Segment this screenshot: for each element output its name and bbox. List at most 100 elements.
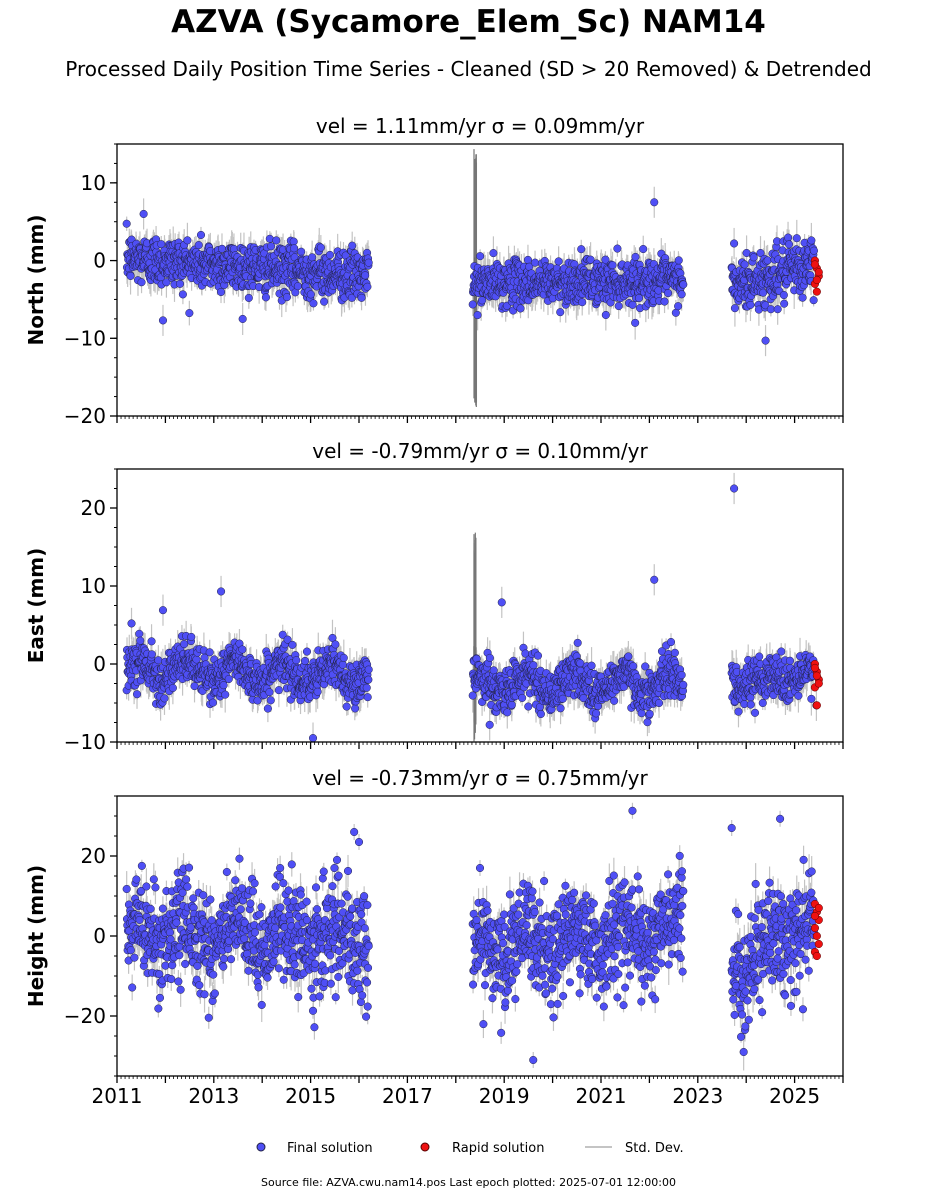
final-point — [761, 336, 770, 345]
final-point — [763, 256, 772, 265]
final-point — [784, 240, 794, 249]
final-point — [183, 236, 192, 245]
final-point — [238, 314, 247, 324]
final-point — [631, 252, 640, 261]
final-point — [489, 249, 498, 258]
final-point — [473, 311, 482, 320]
final-point — [577, 245, 586, 254]
final-point — [631, 318, 640, 327]
stddev-bars — [126, 472, 817, 742]
final-point — [267, 242, 276, 251]
final-point — [783, 233, 793, 242]
final-point — [361, 271, 370, 280]
final-point — [792, 234, 801, 243]
y-axis-label: North (mm) — [24, 214, 48, 345]
y-tick-label: 0 — [93, 249, 106, 273]
final-point — [293, 282, 302, 291]
final-point — [773, 305, 782, 314]
y-tick-label: 10 — [81, 171, 106, 195]
rapid-point — [814, 268, 823, 277]
final-point — [749, 253, 758, 262]
final-point — [807, 236, 816, 245]
final-point — [628, 300, 637, 309]
final-point — [348, 241, 357, 250]
final-point — [126, 271, 135, 280]
final-point — [289, 237, 298, 246]
final-point — [730, 304, 739, 313]
final-point — [679, 280, 688, 289]
final-point — [756, 248, 765, 258]
final-point — [586, 255, 595, 264]
final-point — [194, 241, 203, 250]
final-point — [677, 290, 686, 299]
final-point — [578, 298, 587, 307]
final-point — [309, 299, 318, 308]
final-point — [730, 239, 739, 248]
final-point — [316, 243, 325, 252]
final-point — [639, 244, 648, 254]
final-point — [178, 290, 187, 299]
final-point — [325, 250, 334, 259]
final-point — [613, 244, 622, 253]
final-point — [650, 198, 659, 207]
final-point — [137, 278, 146, 287]
y-tick-label: −10 — [64, 326, 106, 350]
y-tick-label: −20 — [64, 404, 106, 428]
figure-title: AZVA (Sycamore_Elem_Sc) NAM14 — [171, 4, 766, 40]
final-point — [122, 219, 131, 228]
rapid-point — [812, 275, 821, 285]
rapid-solution-points — [810, 256, 823, 296]
final-point — [272, 236, 281, 245]
final-point — [674, 256, 683, 265]
final-point — [158, 316, 168, 325]
final-point — [531, 258, 540, 267]
final-point — [364, 258, 373, 267]
final-point — [554, 257, 563, 266]
final-point — [779, 290, 788, 300]
final-point — [556, 308, 565, 317]
final-point — [608, 261, 617, 270]
final-point — [614, 301, 623, 311]
final-point — [746, 300, 755, 309]
plot-area — [122, 472, 823, 742]
final-point — [306, 290, 315, 299]
final-point — [523, 255, 533, 264]
final-point — [357, 293, 366, 302]
final-point — [809, 246, 819, 255]
final-point — [798, 293, 807, 302]
final-point — [740, 260, 749, 269]
final-point — [196, 230, 206, 240]
final-point — [185, 309, 194, 318]
panel-title: vel = 1.11mm/yr σ = 0.09mm/yr — [316, 114, 645, 138]
final-point — [761, 301, 770, 310]
final-point — [162, 278, 171, 287]
final-point — [175, 279, 185, 288]
final-point — [244, 293, 253, 302]
north-panel: −20 −10 0 10 vel = 1.11mm/yr σ = 0.09mm/yr No… — [24, 114, 844, 428]
final-point — [601, 255, 610, 264]
plot-area — [122, 149, 823, 408]
final-point — [320, 297, 329, 306]
final-point — [139, 209, 148, 218]
final-point — [308, 253, 317, 262]
final-point — [664, 289, 673, 298]
final-point — [601, 310, 610, 320]
final-point — [289, 244, 299, 253]
rapid-point — [810, 260, 819, 269]
final-point — [516, 304, 525, 313]
final-point — [660, 297, 669, 306]
figure-subtitle: Processed Daily Position Time Series - C… — [65, 57, 872, 81]
final-point — [282, 293, 291, 302]
final-point — [297, 247, 306, 256]
final-point — [476, 252, 485, 261]
final-point — [261, 293, 270, 302]
final-point — [780, 299, 789, 308]
final-point — [674, 302, 683, 311]
final-point — [634, 294, 644, 303]
final-point — [347, 293, 356, 302]
final-point — [468, 300, 477, 309]
final-point — [809, 296, 818, 305]
final-point — [216, 287, 226, 297]
